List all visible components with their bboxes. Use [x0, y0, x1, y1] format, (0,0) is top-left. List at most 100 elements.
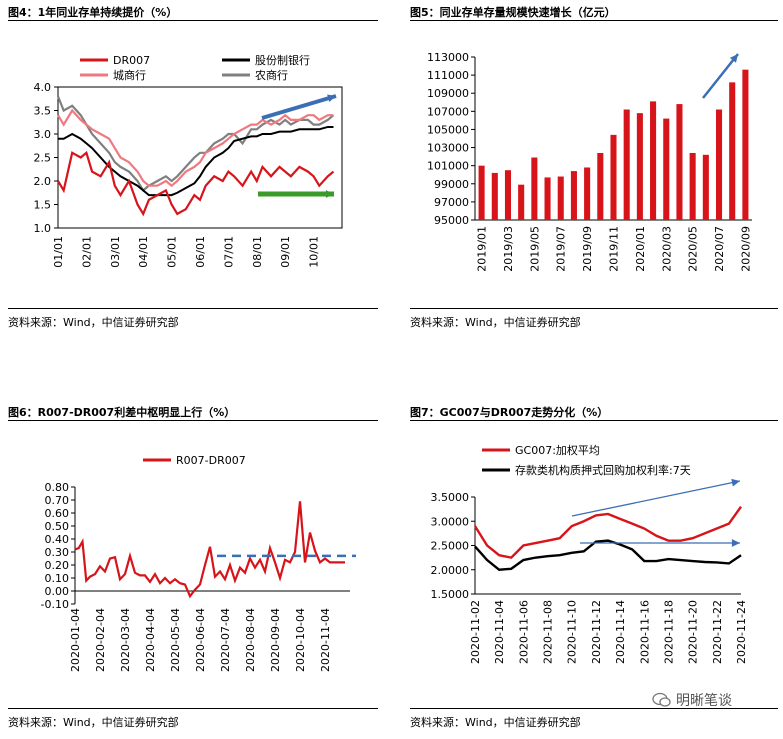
x-tick-label: 2020-11-02: [469, 600, 482, 664]
x-tick-label: 2020-07-04: [219, 608, 232, 672]
trend-arrow-blue-head: [729, 54, 738, 63]
x-tick-label: 2020-03-04: [119, 608, 132, 672]
x-tick-label: 2020-02-04: [94, 608, 107, 672]
series-line-0: [473, 506, 742, 559]
x-tick-label: 2020-01-04: [69, 608, 82, 672]
bar: [584, 167, 591, 220]
x-tick-label: 2019/03: [502, 226, 515, 272]
bar: [597, 152, 604, 220]
y-tick-label: 0.60: [45, 507, 70, 520]
x-tick-label: 2020-04-04: [144, 608, 157, 672]
x-tick-label: 05/01: [166, 236, 179, 268]
legend-csh-label: 城商行: [113, 68, 146, 82]
x-tick-label: 10/01: [308, 236, 321, 268]
y-tick-label: 4.0: [34, 81, 52, 94]
x-tick-label: 2019/09: [581, 226, 594, 272]
x-tick-label: 09/01: [279, 236, 292, 268]
bar: [650, 101, 657, 220]
trend-arrow-up-head: [731, 478, 740, 487]
x-tick-label: 2020-11-04: [493, 600, 506, 664]
x-tick-label: 2019/05: [528, 226, 541, 272]
source-note: 资料来源：Wind，中信证券研究部: [8, 716, 179, 729]
bar: [518, 184, 525, 220]
source-note: 资料来源：Wind，中信证券研究部: [8, 316, 179, 329]
y-tick-label: -0.10: [41, 598, 69, 611]
bar: [544, 177, 551, 220]
bar: [715, 109, 723, 220]
y-tick-label: 0.50: [45, 520, 70, 533]
series-line-1: [474, 539, 742, 571]
divider: [8, 308, 378, 309]
x-tick-label: 2020-08-04: [244, 608, 257, 672]
series-line-1: [58, 125, 334, 197]
x-tick-label: 2020/03: [660, 226, 673, 272]
y-tick-label: 0.30: [45, 546, 70, 559]
x-tick-label: 2020-11-12: [590, 600, 603, 664]
chart7-title: 图7：GC007与DR007走势分化（%）: [410, 406, 609, 419]
x-tick-label: 2019/01: [476, 226, 489, 272]
bar: [504, 170, 512, 220]
y-tick-label: 0.80: [45, 481, 70, 494]
x-tick-label: 2020-11-20: [687, 600, 700, 664]
x-tick-label: 2020/05: [687, 226, 700, 272]
y-tick-label: 1.5: [34, 199, 52, 212]
legend-r007-dr007-label: R007-DR007: [176, 454, 246, 467]
x-tick-label: 2020-06-04: [194, 608, 207, 672]
chart7: 1.5000 2.0000 2.5000 3.0000 3.5000 2020-11-02…: [431, 444, 749, 664]
y-tick-label: 107000: [427, 105, 469, 118]
divider: [410, 20, 778, 21]
x-tick-label: 2020-11-04: [319, 608, 332, 672]
bar: [729, 82, 736, 220]
series-line-2: [57, 108, 334, 188]
x-tick-label: 02/01: [80, 236, 93, 268]
x-tick-label: 2020-10-04: [294, 608, 307, 672]
x-tick-label: 2020-11-14: [614, 600, 627, 664]
x-tick-label: 2020-09-04: [269, 608, 282, 672]
watermark-text: 明晰笔谈: [676, 693, 732, 709]
bar: [742, 69, 749, 220]
x-tick-label: 2020/09: [739, 226, 752, 272]
y-tick-label: 0.20: [45, 559, 70, 572]
x-tick-label: 2020-05-04: [169, 608, 182, 672]
bar: [636, 113, 643, 220]
x-tick-label: 2020-11-08: [542, 600, 555, 664]
y-tick-label: 0.70: [45, 494, 70, 507]
y-tick-label: 105000: [427, 123, 469, 136]
x-tick-label: 2020-11-16: [638, 600, 651, 664]
y-tick-label: 0.10: [45, 572, 70, 585]
source-note: 资料来源：Wind，中信证券研究部: [410, 316, 581, 329]
series-line-3: [56, 95, 335, 193]
x-tick-label: 06/01: [194, 236, 207, 268]
bar: [570, 171, 577, 220]
chart6: -0.100.000.100.200.300.400.500.600.700.8…: [41, 454, 356, 672]
y-tick-label: 101000: [427, 160, 469, 173]
divider: [8, 20, 378, 21]
series-line: [74, 501, 345, 599]
bar: [623, 109, 630, 220]
y-tick-label: 3.0: [34, 128, 52, 141]
y-tick-label: 113000: [427, 51, 469, 64]
legend-dr007-label: DR007: [113, 54, 150, 67]
legend-dr007-7d-label: 存款类机构质押式回购加权利率:7天: [515, 463, 691, 477]
trend-arrow-blue: [702, 53, 739, 99]
x-tick-label: 2020/07: [713, 226, 726, 272]
bar: [491, 172, 498, 220]
chart4-title: 图4：1年同业存单持续提价（%）: [8, 6, 178, 19]
y-tick-label: 3.5000: [431, 491, 470, 504]
series-line-0: [57, 150, 335, 217]
bar: [663, 118, 670, 220]
trend-arrow-flat-head: [731, 539, 740, 547]
y-tick-label: 0.00: [45, 585, 70, 598]
bar: [531, 157, 538, 220]
bar: [689, 152, 696, 220]
x-tick-label: 2020-11-10: [566, 600, 579, 664]
source-note: 资料来源：Wind，中信证券研究部: [410, 716, 581, 729]
divider: [8, 420, 378, 421]
y-tick-label: 111000: [427, 69, 469, 82]
y-tick-label: 109000: [427, 87, 469, 100]
legend-gc007-label: GC007:加权平均: [515, 444, 600, 457]
y-tick-label: 2.0: [34, 175, 52, 188]
x-tick-label: 2019/11: [608, 226, 621, 272]
divider: [410, 308, 778, 309]
trend-arrow-blue-head: [327, 94, 336, 103]
